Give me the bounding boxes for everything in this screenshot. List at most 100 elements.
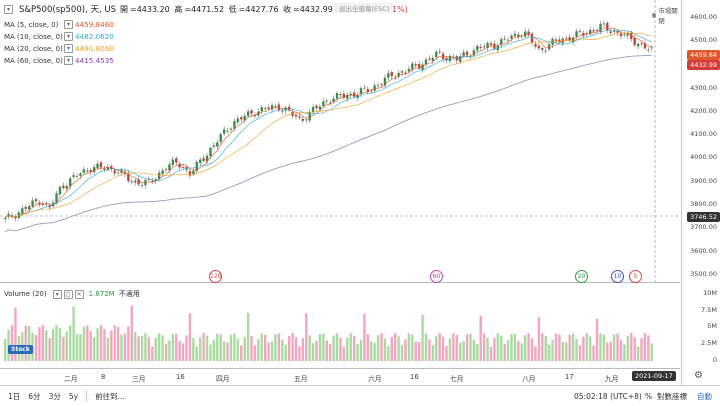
volume-bar [339,337,342,361]
indicator-ma20[interactable]: MA (20, close, 0) ▾ 4490.8060 [4,44,114,53]
symbol-label[interactable]: S&P500(sp500), 天, US [19,5,116,15]
candle [192,170,195,175]
indicator-ma60[interactable]: MA (60, close, 0) ▾ 4415.4535 [4,56,114,65]
candle [589,29,592,35]
candle [602,23,606,25]
volume-bar [626,335,630,361]
price-axis[interactable]: 4600.00 4500.00 4300.00 4200.00 4100.00 … [681,0,720,385]
volume-bar [72,306,75,361]
volume-bar [277,333,281,361]
marker-120[interactable]: 120 [209,270,222,283]
volume-bar [284,344,287,361]
volume-bar [417,341,421,361]
marker-10[interactable]: 10 [611,270,624,283]
volume-bar [14,307,17,361]
volume-bar [171,333,175,361]
volume-bar [558,334,561,361]
volume-bar [435,336,438,361]
range-5y[interactable]: 5y [68,391,79,401]
auto-scale-toggle[interactable]: 自動 [697,391,712,401]
marker-5[interactable]: 5 [629,270,642,283]
candle [164,169,168,170]
volume-bar [482,333,486,361]
candle [161,170,164,174]
price-chart[interactable] [0,0,680,282]
volume-chart[interactable] [0,285,680,368]
volume-bar [647,335,650,361]
volume-bar [582,336,585,361]
volume-bar [305,313,308,361]
volume-bar [428,339,431,361]
volume-bar [547,344,551,361]
candle [349,93,352,96]
volume-bar [578,345,582,361]
volume-bar [164,343,168,361]
volume-bar [270,341,274,361]
clock-label[interactable]: 05:02:18 (UTC+8) [574,391,642,401]
volume-bar [589,336,592,361]
goto-date-button[interactable]: 前往到... [95,391,125,401]
candle [38,202,41,205]
volume-bar [469,333,472,361]
candle [612,30,616,32]
volume-bar [609,341,612,361]
candle [390,72,393,77]
candle [524,31,527,37]
volume-bar [554,333,558,361]
bottom-toolbar: 1日 6分 3分 5y 前往到... 05:02:18 (UTC+8) % 對數… [0,385,720,406]
volume-bar [110,330,113,361]
range-3m[interactable]: 3分 [48,391,61,401]
volume-bar [79,334,82,361]
volume-bar [222,341,226,361]
marker-60[interactable]: 60 [430,270,443,283]
candle [120,170,123,173]
volume-bar [123,333,127,361]
marker-20[interactable]: 20 [575,270,588,283]
candle [332,98,335,102]
percent-toggle[interactable]: % [645,391,653,401]
volume-bar [616,333,619,361]
volume-bar [496,333,500,361]
candle [212,145,216,147]
candle [178,163,181,168]
collapse-icon[interactable]: ▾ [4,4,13,14]
candle [246,111,250,116]
candle [366,89,370,92]
volume-bar [243,336,246,361]
volume-bar [281,339,284,361]
candle [318,106,322,110]
log-scale-toggle[interactable]: 對數座標 [657,391,687,401]
volume-pane[interactable]: Volume (20) ▾ ◻ ✕ 1.872M 不適用 Stock [0,285,680,369]
range-1d[interactable]: 1日 [8,391,21,401]
volume-bar [472,340,476,361]
volume-bar [38,327,41,361]
candle [62,185,65,189]
price-pane[interactable]: ▾ S&P500(sp500), 天, US 開 =4433.20 高 =4471.… [0,0,680,283]
volume-bar [455,335,458,361]
volume-bar [147,337,151,361]
time-axis[interactable]: 二月 8 三月 16 四月 五月 六月 16 七月 八月 17 九月 2021-… [0,370,680,384]
indicator-ma5[interactable]: MA (5, close, 0) ▾ 4459.8460 [4,20,114,29]
volume-legend[interactable]: Volume (20) ▾ ◻ ✕ 1.872M 不適用 [4,289,140,299]
volume-bar [4,339,7,361]
candle [465,51,469,56]
candle [151,180,154,182]
volume-bar [151,346,154,361]
candle [267,107,270,110]
volume-bar [99,325,103,361]
indicator-ma10[interactable]: MA (10, close, 0) ▾ 4482.0620 [4,32,114,41]
volume-bar [585,333,588,361]
volume-bar [301,338,305,361]
candle [229,128,233,130]
volume-bar [188,313,192,361]
candle [592,30,595,32]
candle [86,170,89,172]
range-6m[interactable]: 6分 [28,391,41,401]
exit-fullscreen-hint[interactable]: 退出全螢幕(ESC) [335,3,394,13]
volume-bar [400,345,404,361]
candle [311,106,315,113]
candle [599,24,602,32]
settings-gear-icon[interactable]: ⚙ [694,370,703,381]
candle [544,50,547,52]
candle [281,110,284,112]
